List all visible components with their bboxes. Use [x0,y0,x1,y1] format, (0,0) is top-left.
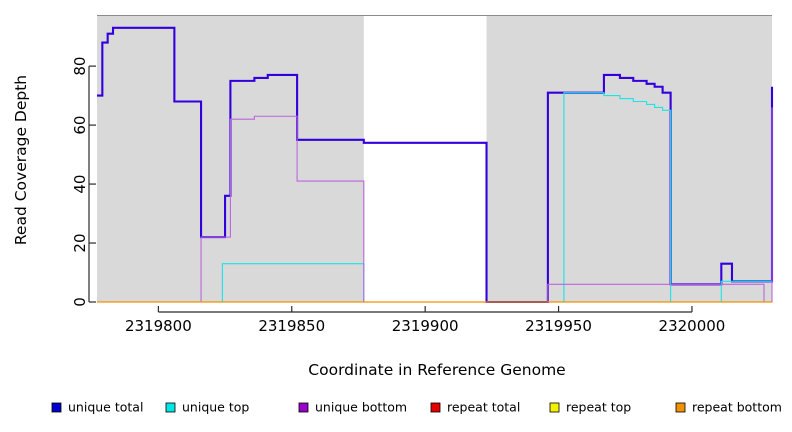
legend-swatch-repeat-total [430,402,441,413]
legend: unique total unique top unique bottom repea… [51,400,782,415]
legend-swatch-unique-total [51,402,62,413]
x-tick-label-3: 2319950 [525,317,592,335]
legend-label-repeat-bottom: repeat bottom [692,400,782,415]
legend-swatch-unique-bottom [298,402,309,413]
legend-swatch-repeat-top [549,402,560,413]
y-axis-title: Read Coverage Depth [12,75,30,245]
x-tick-label-4: 2320000 [659,317,726,335]
y-axis: 0 20 40 60 80 [71,57,96,307]
legend-label-unique-top: unique top [182,400,249,415]
y-tick-label-4: 80 [71,57,89,76]
panel-backgrounds [97,16,772,302]
legend-swatch-unique-top [165,402,176,413]
shaded-region-1 [486,16,772,302]
legend-label-repeat-total: repeat total [447,400,520,415]
x-tick-label-2: 2319900 [392,317,459,335]
y-tick-label-3: 60 [71,116,89,135]
series-unique-bottom [97,107,773,303]
series-group [97,26,774,304]
x-tick-label-1: 2319850 [258,317,325,335]
legend-label-repeat-top: repeat top [566,400,631,415]
y-tick-label-2: 40 [71,175,89,194]
legend-swatch-repeat-bottom [675,402,686,413]
x-tick-label-0: 2319800 [125,317,192,335]
y-tick-label-0: 0 [71,297,89,307]
legend-label-unique-total: unique total [68,400,143,415]
legend-label-unique-bottom: unique bottom [315,400,407,415]
y-tick-label-1: 20 [71,233,89,252]
x-axis: 2319800 2319850 2319900 2319950 2320000 [125,306,725,335]
x-axis-title: Coordinate in Reference Genome [308,361,565,379]
